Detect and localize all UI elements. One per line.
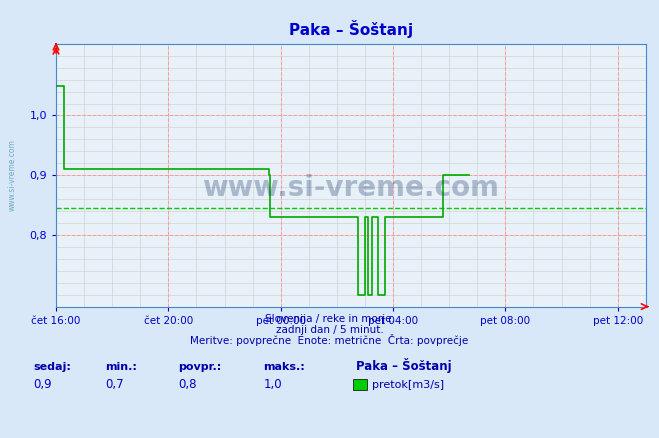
Text: 0,8: 0,8	[178, 378, 196, 391]
Text: www.si-vreme.com: www.si-vreme.com	[202, 174, 500, 202]
Text: www.si-vreme.com: www.si-vreme.com	[8, 139, 17, 211]
Text: 0,7: 0,7	[105, 378, 124, 391]
Text: pretok[m3/s]: pretok[m3/s]	[372, 380, 444, 390]
Text: Meritve: povprečne  Enote: metrične  Črta: povprečje: Meritve: povprečne Enote: metrične Črta:…	[190, 334, 469, 346]
Text: sedaj:: sedaj:	[33, 362, 71, 372]
Text: Paka – Šoštanj: Paka – Šoštanj	[356, 358, 451, 373]
Text: 0,9: 0,9	[33, 378, 51, 391]
Text: povpr.:: povpr.:	[178, 362, 221, 372]
Text: min.:: min.:	[105, 362, 137, 372]
Text: maks.:: maks.:	[264, 362, 305, 372]
Text: 1,0: 1,0	[264, 378, 282, 391]
Text: Slovenija / reke in morje.: Slovenija / reke in morje.	[264, 314, 395, 324]
Title: Paka – Šoštanj: Paka – Šoštanj	[289, 21, 413, 39]
Text: zadnji dan / 5 minut.: zadnji dan / 5 minut.	[275, 325, 384, 335]
